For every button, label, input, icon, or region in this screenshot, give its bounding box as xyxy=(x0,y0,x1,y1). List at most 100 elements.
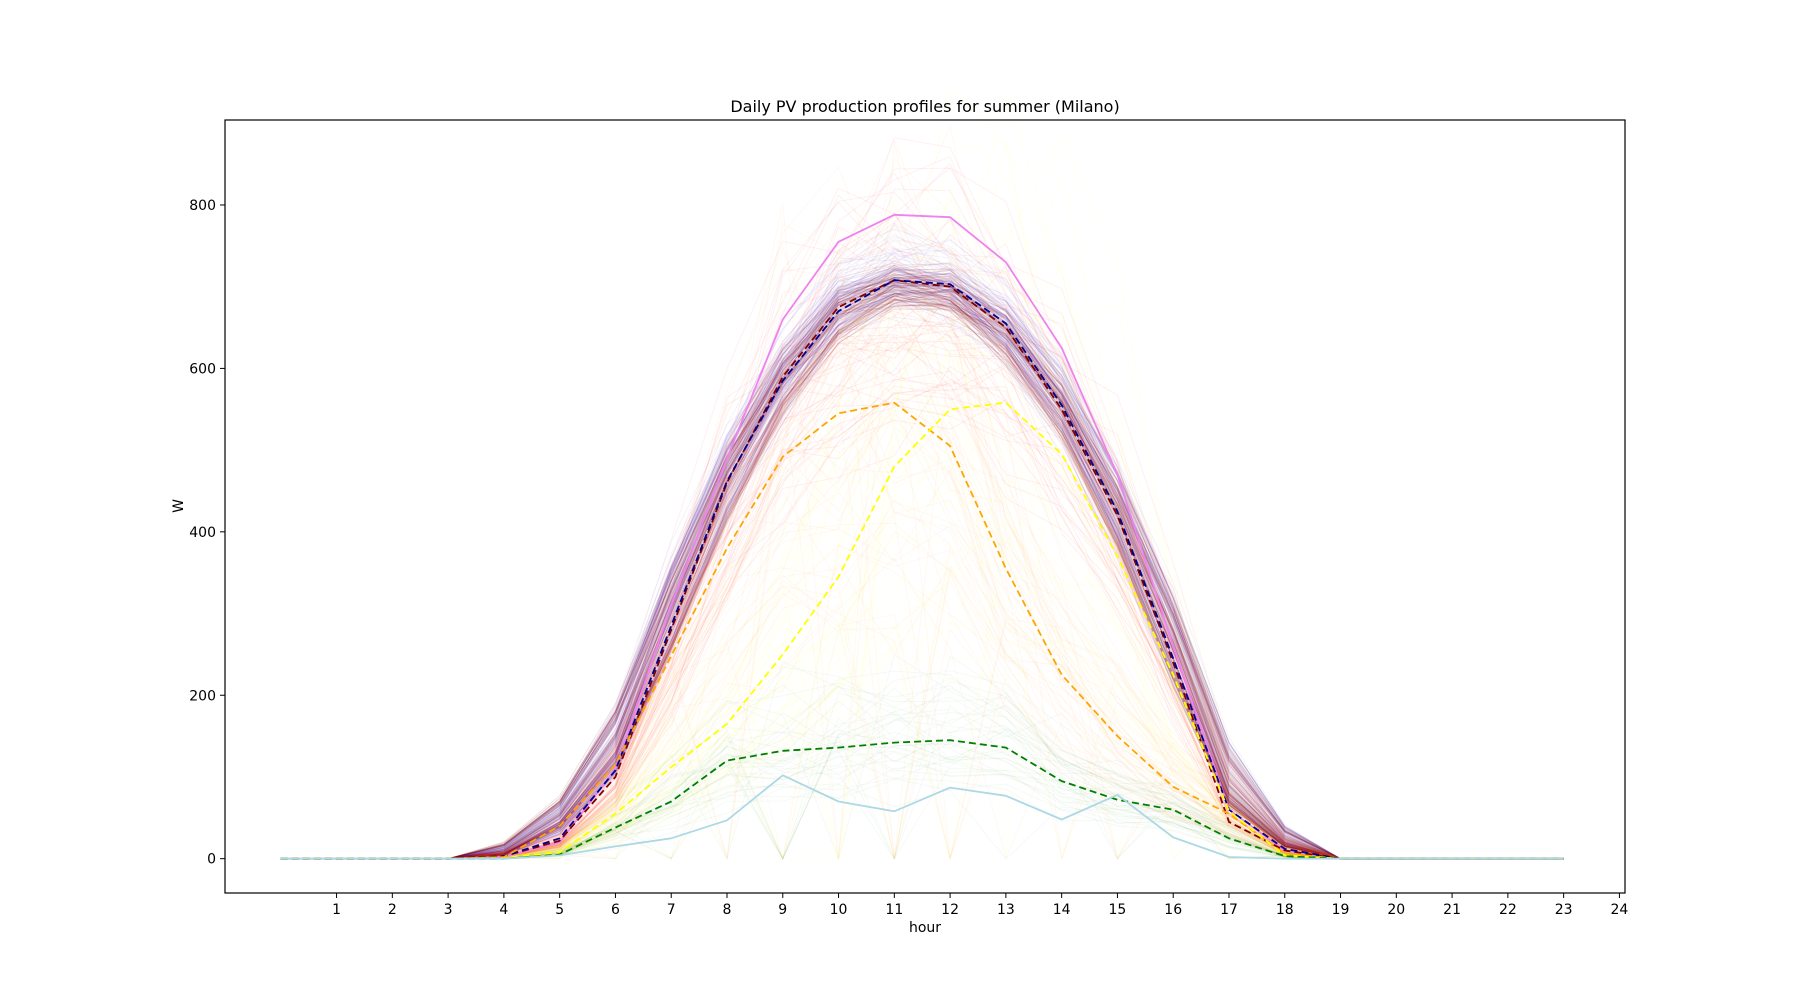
background-profile-line xyxy=(280,382,1564,860)
x-axis-label: hour xyxy=(909,920,941,936)
y-tick-label: 0 xyxy=(207,852,216,868)
background-profile-line xyxy=(280,759,1564,860)
x-tick-label: 16 xyxy=(1164,902,1182,918)
background-profile-line xyxy=(280,409,1564,860)
background-profile-line xyxy=(280,280,1564,860)
background-profile-line xyxy=(280,386,1564,860)
y-tick-label: 600 xyxy=(189,361,216,377)
background-profile-line xyxy=(280,445,1564,860)
background-profile-line xyxy=(280,315,1564,860)
x-tick-label: 1 xyxy=(332,902,341,918)
x-tick-label: 10 xyxy=(830,902,848,918)
x-tick-label: 11 xyxy=(885,902,903,918)
background-profile-line xyxy=(280,666,1564,860)
x-tick-label: 2 xyxy=(388,902,397,918)
series-line-1 xyxy=(280,279,1564,860)
background-profile-line xyxy=(280,474,1564,860)
x-tick-label: 7 xyxy=(667,902,676,918)
background-profile-line xyxy=(280,277,1564,860)
background-profile-line xyxy=(280,295,1564,860)
x-tick-label: 21 xyxy=(1443,902,1461,918)
background-profile-line xyxy=(280,280,1564,860)
background-profile-line xyxy=(280,278,1564,860)
x-tick-label: 4 xyxy=(499,902,508,918)
background-profile-line xyxy=(280,756,1564,860)
background-profile-line xyxy=(280,385,1564,860)
y-axis-ticks: 0 200 400 600 800 xyxy=(189,198,225,868)
background-profile-line xyxy=(280,696,1564,860)
background-profile-line xyxy=(280,436,1564,860)
x-tick-label: 19 xyxy=(1332,902,1350,918)
background-profile-line xyxy=(280,295,1564,860)
background-profile-line xyxy=(280,371,1564,860)
background-profile-line xyxy=(280,249,1564,860)
background-profile-line xyxy=(280,744,1564,860)
chart-title: Daily PV production profiles for summer … xyxy=(730,97,1119,116)
x-tick-label: 22 xyxy=(1499,902,1517,918)
background-profiles xyxy=(280,84,1564,861)
background-profile-line xyxy=(280,397,1564,860)
background-profile-line xyxy=(280,282,1564,860)
background-profile-line xyxy=(280,278,1564,860)
background-profile-line xyxy=(280,295,1564,860)
background-profile-line xyxy=(280,404,1564,860)
background-profile-line xyxy=(280,390,1564,860)
background-profile-line xyxy=(280,297,1564,860)
x-tick-label: 18 xyxy=(1276,902,1294,918)
background-profile-line xyxy=(280,579,1564,861)
background-profile-line xyxy=(280,297,1564,860)
background-profile-line xyxy=(280,274,1564,860)
x-tick-label: 8 xyxy=(723,902,732,918)
background-profile-line xyxy=(280,248,1564,860)
background-profile-line xyxy=(280,477,1564,860)
background-profile-line xyxy=(280,248,1564,860)
background-profile-line xyxy=(280,295,1564,860)
background-profile-line xyxy=(280,297,1564,860)
background-profile-line xyxy=(280,750,1564,860)
background-profile-line xyxy=(280,704,1564,860)
background-profile-line xyxy=(280,280,1564,860)
background-profile-line xyxy=(280,304,1564,860)
background-profile-line xyxy=(280,276,1564,860)
y-tick-label: 800 xyxy=(189,198,216,214)
background-profile-line xyxy=(280,398,1564,860)
background-profile-line xyxy=(280,580,1564,861)
background-profile-line xyxy=(280,530,1564,860)
background-profile-line xyxy=(280,381,1564,860)
background-profile-line xyxy=(280,282,1564,860)
y-tick-label: 400 xyxy=(189,525,216,541)
x-tick-label: 24 xyxy=(1611,902,1629,918)
background-profile-line xyxy=(280,295,1564,860)
y-axis-label: W xyxy=(171,499,187,513)
background-profile-line xyxy=(280,280,1564,860)
background-profile-line xyxy=(280,276,1564,860)
plot-area-frame xyxy=(224,119,1626,894)
x-tick-label: 9 xyxy=(778,902,787,918)
background-profile-line xyxy=(280,276,1564,860)
x-tick-label: 20 xyxy=(1387,902,1405,918)
background-profile-line xyxy=(280,277,1564,860)
x-tick-label: 15 xyxy=(1109,902,1127,918)
background-profile-line xyxy=(280,777,1564,860)
x-axis-ticks: 1 2 3 4 5 6 7 8 9 10 11 12 13 14 15 16 17 18 19 20 21 22 23 24 xyxy=(332,893,1628,918)
background-profile-line xyxy=(280,304,1564,860)
background-profile-line xyxy=(280,761,1564,860)
background-profile-line xyxy=(280,299,1564,860)
background-profile-line xyxy=(280,408,1564,860)
background-profile-line xyxy=(280,593,1564,861)
background-profile-line xyxy=(280,279,1564,860)
background-profile-line xyxy=(280,281,1564,860)
x-tick-label: 14 xyxy=(1053,902,1071,918)
background-profile-line xyxy=(280,746,1564,860)
x-tick-label: 23 xyxy=(1555,902,1573,918)
background-profile-line xyxy=(280,278,1564,860)
background-profile-line xyxy=(280,598,1564,860)
background-profile-line xyxy=(280,282,1564,860)
background-profile-line xyxy=(280,245,1564,860)
x-tick-label: 3 xyxy=(444,902,453,918)
background-profile-line xyxy=(280,274,1564,860)
background-profile-line xyxy=(280,275,1564,860)
x-tick-label: 12 xyxy=(941,902,959,918)
x-tick-label: 13 xyxy=(997,902,1015,918)
